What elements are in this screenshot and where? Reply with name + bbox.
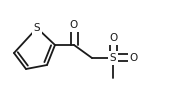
Text: S: S [34,23,40,33]
Text: S: S [110,53,116,63]
Text: O: O [70,20,78,30]
Text: O: O [130,53,138,63]
Text: O: O [109,33,117,43]
